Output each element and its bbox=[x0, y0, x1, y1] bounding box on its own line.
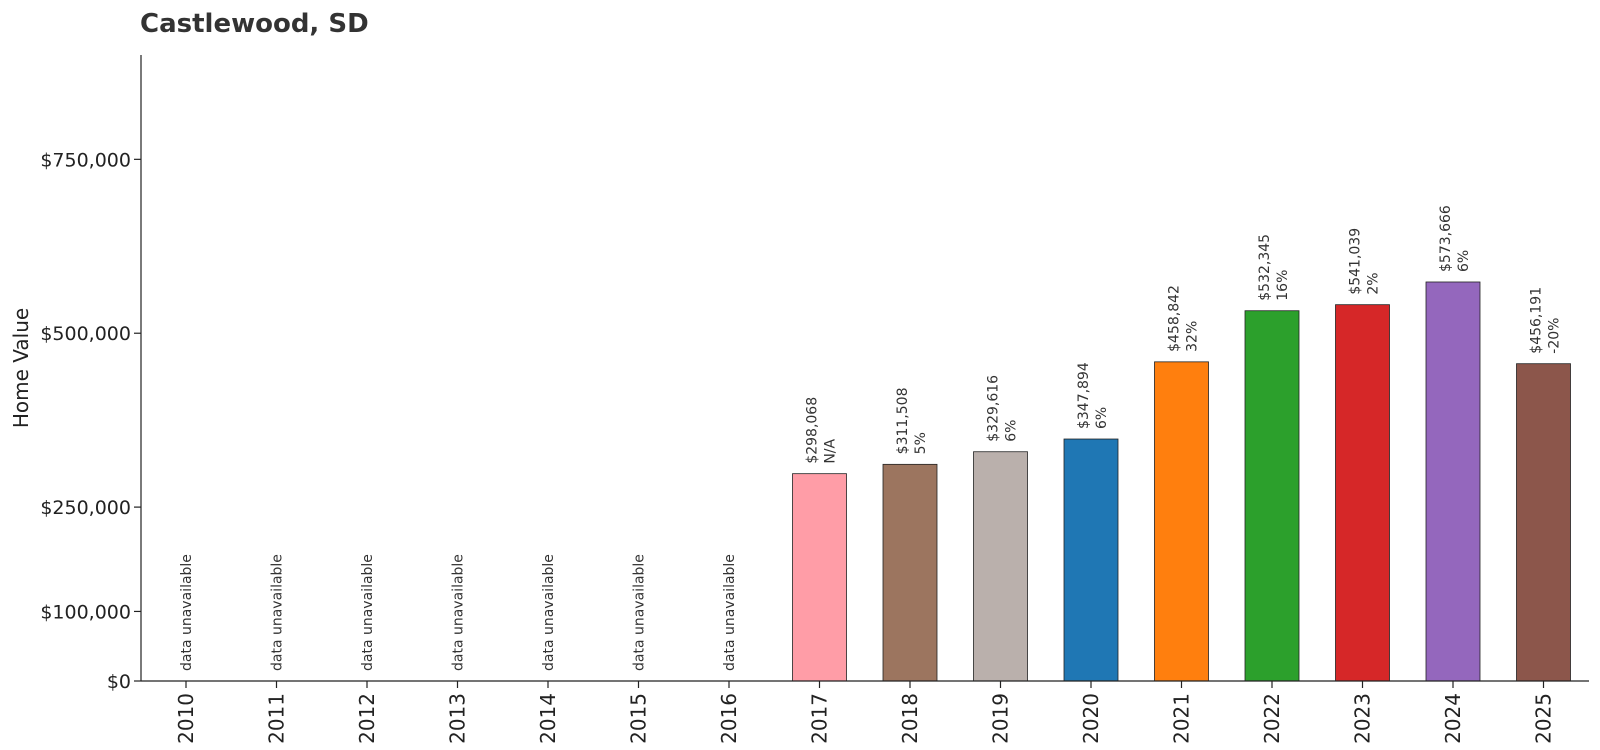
value-label: $347,894 bbox=[1076, 362, 1092, 429]
x-tick-label: 2016 bbox=[717, 693, 741, 744]
value-label: $456,191 bbox=[1529, 287, 1545, 354]
value-label: $311,508 bbox=[895, 388, 911, 455]
x-tick-label: 2025 bbox=[1532, 693, 1556, 744]
x-tick-label: 2015 bbox=[627, 693, 651, 744]
y-tick-label: $500,000 bbox=[40, 323, 131, 345]
x-tick-label: 2010 bbox=[174, 693, 198, 744]
data-unavailable-label: data unavailable bbox=[179, 554, 195, 671]
chart-title: Castlewood, SD bbox=[140, 9, 369, 39]
x-tick-label: 2019 bbox=[989, 693, 1013, 744]
data-unavailable-label: data unavailable bbox=[270, 554, 286, 671]
bar-2017 bbox=[792, 473, 847, 682]
data-unavailable-label: data unavailable bbox=[451, 554, 467, 671]
x-tick-label: 2020 bbox=[1079, 693, 1103, 744]
data-unavailable-label: data unavailable bbox=[722, 554, 738, 671]
x-tick-label: 2021 bbox=[1170, 693, 1194, 744]
y-tick-label: $100,000 bbox=[40, 601, 131, 623]
bar-2024 bbox=[1425, 281, 1481, 682]
value-label: $298,068 bbox=[805, 397, 821, 464]
x-tick-label: 2012 bbox=[355, 693, 379, 744]
bar-2019 bbox=[973, 451, 1028, 682]
bar-2023 bbox=[1335, 304, 1390, 682]
x-tick-label: 2023 bbox=[1351, 693, 1375, 744]
bar-2025 bbox=[1516, 363, 1571, 682]
y-axis-label: Home Value bbox=[9, 308, 33, 428]
value-label: $329,616 bbox=[986, 375, 1002, 442]
x-tick-label: 2017 bbox=[808, 693, 832, 744]
change-label: 32% bbox=[1185, 321, 1201, 352]
value-label: $541,039 bbox=[1348, 228, 1364, 295]
y-tick-label: $750,000 bbox=[40, 149, 131, 171]
data-unavailable-label: data unavailable bbox=[541, 554, 557, 671]
change-label: 6% bbox=[1094, 407, 1110, 429]
y-tick-label: $0 bbox=[107, 671, 131, 693]
value-label: $573,666 bbox=[1438, 205, 1454, 272]
bar-2020 bbox=[1063, 438, 1119, 682]
data-unavailable-label: data unavailable bbox=[360, 554, 376, 671]
change-label: 2% bbox=[1366, 272, 1382, 294]
change-label: 6% bbox=[1456, 250, 1472, 272]
data-unavailable-label: data unavailable bbox=[632, 554, 648, 671]
change-label: 6% bbox=[1004, 420, 1020, 442]
y-tick-label: $250,000 bbox=[40, 497, 131, 519]
x-tick-label: 2014 bbox=[536, 693, 560, 744]
x-tick-label: 2024 bbox=[1441, 693, 1465, 744]
bar-2022 bbox=[1244, 310, 1300, 682]
x-tick-label: 2013 bbox=[446, 693, 470, 744]
change-label: 16% bbox=[1275, 270, 1291, 301]
value-label: $532,345 bbox=[1257, 234, 1273, 301]
x-tick-label: 2011 bbox=[265, 693, 289, 744]
x-axis: 2010 2011 2012 2013 2014 2015 2016 2017 2018 2019… bbox=[174, 681, 1556, 744]
value-label: $458,842 bbox=[1167, 285, 1183, 352]
x-tick-label: 2022 bbox=[1260, 693, 1284, 744]
change-label: 5% bbox=[913, 432, 929, 454]
bar-2018 bbox=[882, 463, 938, 682]
y-axis: $0 $100,000 $250,000 $500,000 $750,000 bbox=[40, 149, 141, 693]
bars: data unavailable data unavailable data una… bbox=[179, 205, 1571, 682]
change-label: N/A bbox=[823, 438, 839, 463]
bar-2021 bbox=[1154, 361, 1209, 682]
change-label: -20% bbox=[1547, 318, 1563, 354]
x-tick-label: 2018 bbox=[898, 693, 922, 744]
